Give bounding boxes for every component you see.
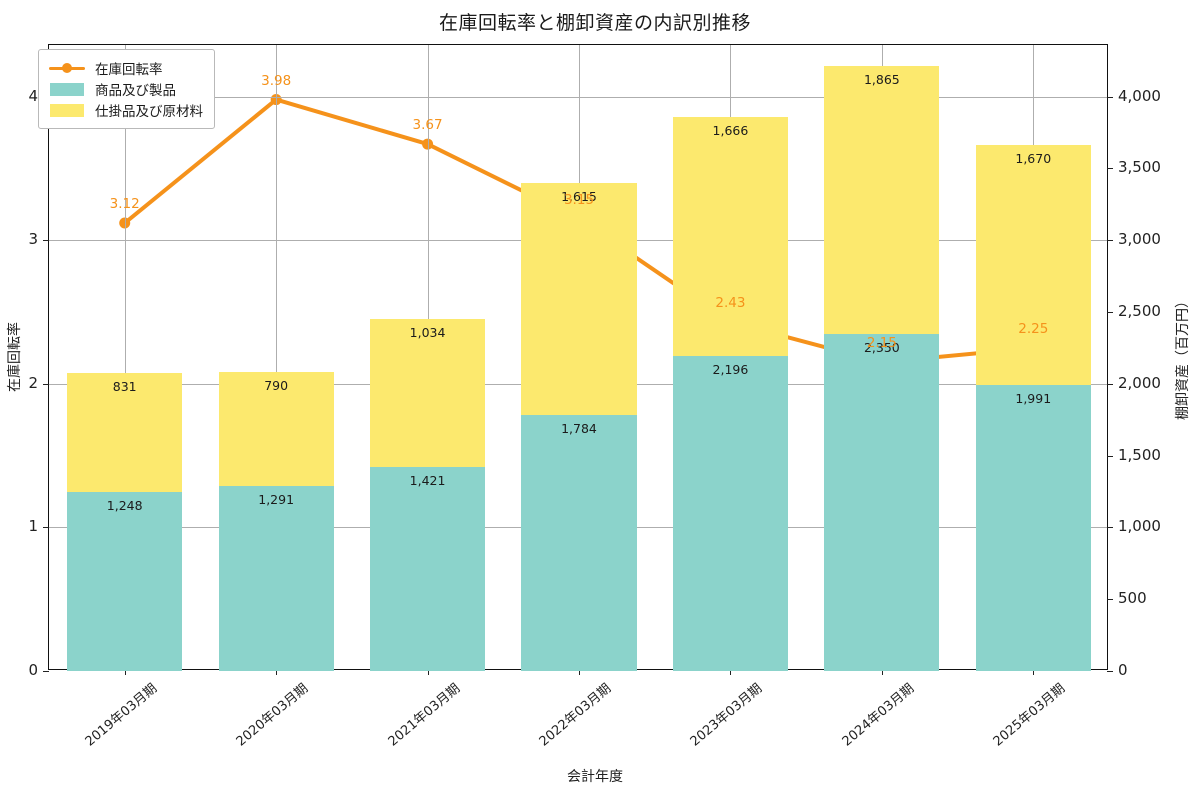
- line-value-label: 3.98: [261, 72, 292, 89]
- y-axis-right-tick: [1107, 168, 1113, 170]
- y-axis-right-tick-label: 4,000: [1118, 86, 1161, 105]
- legend-swatch-icon: [50, 103, 84, 117]
- y-axis-right-tick-label: 500: [1118, 589, 1147, 608]
- bar-segment-wip-materials: [521, 182, 637, 415]
- y-axis-right-tick-label: 1,000: [1118, 517, 1161, 536]
- bar-segment-merchandise: [975, 385, 1091, 671]
- legend-color-swatch: [48, 102, 86, 118]
- x-axis-tick: [124, 669, 126, 675]
- x-axis-label: 2020年03月期: [233, 681, 312, 750]
- bar-segment-merchandise: [672, 355, 788, 671]
- gridline-vertical: [124, 45, 126, 669]
- bar-segment-merchandise: [521, 414, 637, 671]
- bar-value-label: 1,615: [561, 188, 597, 204]
- y-axis-left-tick: [43, 671, 49, 672]
- bar-segment-wip-materials: [370, 318, 486, 467]
- x-axis-tick: [579, 669, 580, 675]
- y-axis-left-title: 在庫回転率: [7, 322, 23, 392]
- bar-value-label: 2,350: [863, 339, 900, 355]
- y-axis-right-tick-label: 3,500: [1118, 158, 1161, 177]
- y-axis-right-tick: [1107, 671, 1113, 672]
- legend-dot-icon: [62, 63, 72, 73]
- bar-segment-merchandise: [370, 466, 486, 671]
- y-axis-right-tick-label: 1,500: [1118, 445, 1161, 464]
- legend-item[interactable]: 在庫回転率: [48, 57, 203, 78]
- bar-value-label: 1,291: [258, 491, 295, 507]
- bar-value-label: 1,248: [106, 497, 143, 513]
- y-axis-right-tick: [1107, 599, 1113, 601]
- x-axis-label: 2022年03月期: [536, 681, 615, 750]
- legend-label: 商品及び製品: [95, 82, 176, 99]
- y-axis-left-tick: [43, 240, 49, 242]
- y-axis-left-tick-label: 1: [28, 517, 38, 536]
- y-axis-left-tick-label: 4: [28, 86, 38, 105]
- y-axis-right-tick: [1107, 383, 1113, 385]
- x-axis-label: 2025年03月期: [990, 681, 1069, 750]
- y-axis-right-tick-label: 0: [1118, 661, 1128, 679]
- bar-value-label: 1,784: [561, 420, 597, 436]
- y-axis-right-title: 棚卸資産（百万円）: [1175, 294, 1190, 420]
- bar-segment-merchandise: [824, 333, 940, 671]
- legend-label: 仕掛品及び原材料: [95, 103, 203, 120]
- x-axis-label: 2024年03月期: [839, 681, 918, 750]
- x-axis-tick: [730, 669, 732, 675]
- line-value-label: 2.43: [715, 295, 746, 312]
- legend-swatch-icon: [50, 82, 84, 96]
- bar-segment-wip-materials: [672, 116, 788, 356]
- y-axis-right-tick: [1107, 527, 1113, 529]
- y-axis-right-tick-label: 3,000: [1118, 230, 1161, 249]
- bar-value-label: 1,865: [863, 71, 900, 87]
- x-axis-tick: [427, 669, 429, 675]
- bar-value-label: 831: [112, 378, 137, 394]
- chart-title: 在庫回転率と棚卸資産の内訳別推移: [438, 12, 751, 34]
- gridline-horizontal: [49, 96, 1107, 98]
- legend-item[interactable]: 仕掛品及び原材料: [48, 99, 203, 120]
- x-axis-label: 2019年03月期: [82, 681, 160, 750]
- bar-value-label: 2,196: [712, 361, 749, 377]
- bar-segment-wip-materials: [67, 372, 183, 492]
- bar-value-label: 1,670: [1015, 151, 1052, 167]
- legend-color-swatch: [48, 81, 86, 97]
- y-axis-left-tick-label: 0: [28, 661, 38, 679]
- legend-item[interactable]: 商品及び製品: [48, 78, 203, 99]
- line-value-label: 3.12: [109, 196, 140, 213]
- y-axis-right-tick-label: 2,500: [1118, 302, 1161, 321]
- x-axis-tick: [276, 669, 278, 675]
- bar-segment-wip-materials: [975, 145, 1091, 386]
- x-axis-tick: [1033, 669, 1035, 675]
- y-axis-left-tick-label: 2: [28, 373, 38, 392]
- y-axis-left-tick: [43, 383, 49, 385]
- y-axis-right-tick: [1107, 240, 1113, 242]
- bar-segment-merchandise: [218, 485, 334, 671]
- legend: 在庫回転率商品及び製品仕掛品及び原材料: [38, 49, 215, 129]
- line-value-label: 3.15: [563, 191, 595, 208]
- y-axis-right-tick: [1107, 96, 1113, 98]
- legend-line-marker-icon: [48, 60, 86, 76]
- y-axis-right-tick: [1107, 312, 1113, 314]
- x-axis-label: 2021年03月期: [385, 681, 463, 750]
- bar-value-label: 1,034: [409, 324, 446, 340]
- bar-segment-wip-materials: [824, 65, 940, 334]
- gridline-vertical: [276, 45, 278, 669]
- y-axis-left-tick-label: 3: [28, 230, 38, 249]
- bar-value-label: 1,666: [712, 122, 749, 138]
- bar-value-label: 1,991: [1015, 391, 1052, 407]
- plot-area: 1,248 831 1,291 790 1,421 1,034 1,784 1,615 2,19…: [43, 44, 1113, 675]
- bar-value-label: 790: [264, 378, 289, 394]
- bar-segment-wip-materials: [218, 372, 334, 486]
- x-axis-tick: [881, 669, 883, 675]
- line-value-label: 2.25: [1018, 320, 1049, 337]
- y-axis-right-tick: [1107, 455, 1113, 457]
- x-axis-label: 2023年03月期: [688, 681, 766, 750]
- y-axis-left-tick: [43, 527, 49, 529]
- bar-segment-merchandise: [67, 491, 183, 671]
- y-axis-right-tick-label: 2,000: [1118, 373, 1161, 392]
- x-axis-title: 会計年度: [567, 769, 623, 785]
- line-value-label: 3.67: [412, 117, 443, 134]
- line-value-label: 2.15: [866, 335, 897, 352]
- legend-label: 在庫回転率: [95, 61, 163, 78]
- bar-value-label: 1,421: [409, 472, 446, 488]
